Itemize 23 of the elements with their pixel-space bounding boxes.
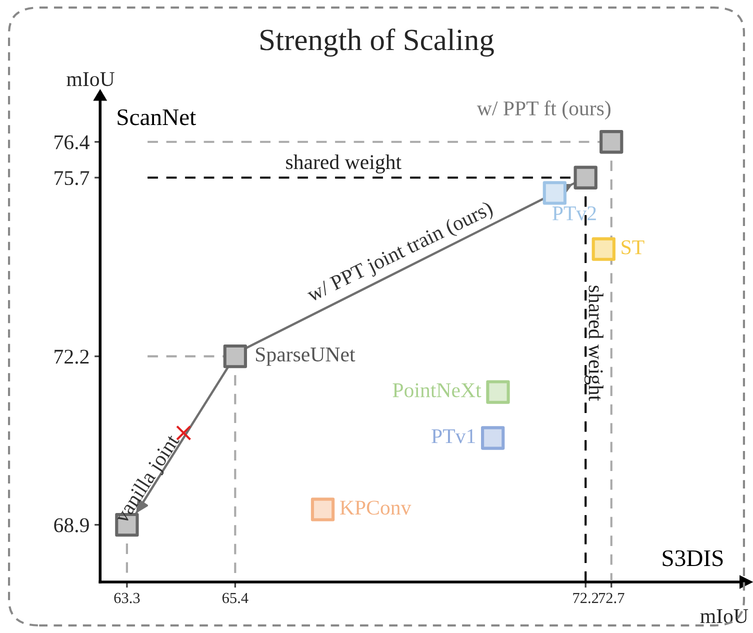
chart-title: Strength of Scaling [260, 28, 494, 57]
series-label: PTv2 [552, 206, 596, 220]
y-tick-label: 76.4 [54, 135, 90, 150]
x-tick-label: 65.4 [222, 592, 248, 604]
annotation: shared weight [286, 154, 402, 174]
x-axis-title: mIoU [700, 609, 748, 624]
annotation: S3DIS [662, 550, 723, 566]
x-tick-label: 72.7 [599, 592, 624, 604]
series-label: ST [622, 240, 644, 254]
annotation: w/ PPT joint train (ours) [305, 200, 496, 306]
y-tick-label: 75.7 [54, 171, 90, 186]
annotation: w/ PPT ft (ours) [476, 100, 610, 120]
annotation: SparseUNet [256, 348, 356, 366]
series-label: PointNeXt [392, 383, 482, 398]
series-label: KPConv [340, 500, 412, 515]
y-tick-label: 72.2 [54, 350, 89, 364]
annotation: shared weight [584, 286, 604, 401]
x-tick-label: 72.2 [573, 592, 598, 604]
annotation: ScanNet [118, 109, 196, 126]
y-axis-title: mIoU [66, 72, 114, 86]
y-tick-label: 68.9 [54, 518, 89, 532]
x-tick-label: 63.3 [114, 592, 140, 604]
series-label: PTv1 [432, 429, 475, 444]
